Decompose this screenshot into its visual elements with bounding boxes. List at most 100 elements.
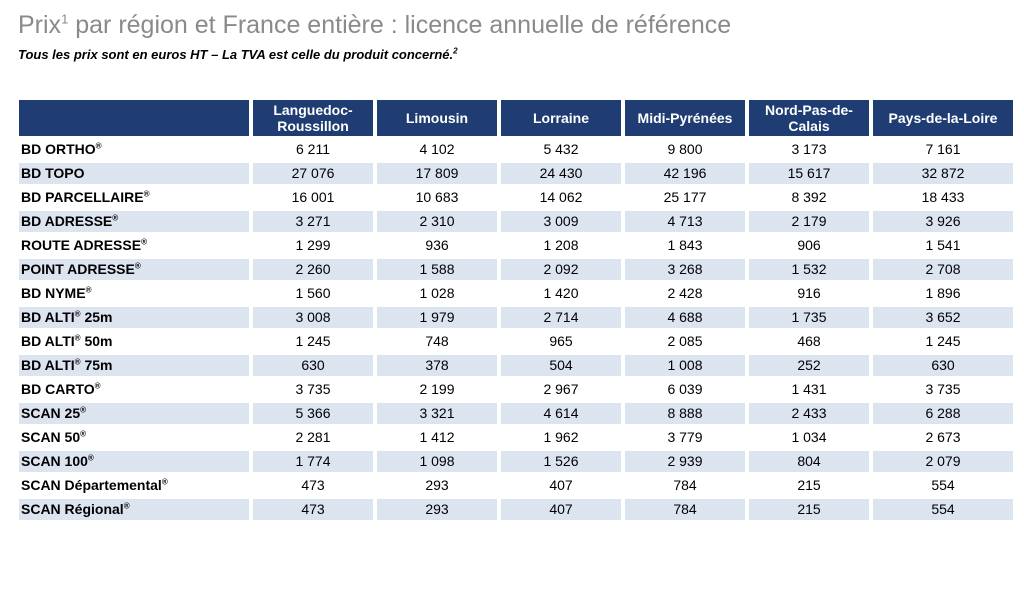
- row-label: BD ADRESSE®: [19, 211, 249, 232]
- price-cell: 554: [873, 499, 1013, 520]
- registered-mark: ®: [143, 189, 150, 199]
- row-label: POINT ADRESSE®: [19, 259, 249, 280]
- price-cell: 4 713: [625, 211, 745, 232]
- table-row: BD NYME® 1 560 1 028 1 420 2 428 916 1 896: [19, 283, 1013, 304]
- price-cell: 1 979: [377, 307, 497, 328]
- price-cell: 16 001: [291, 189, 335, 205]
- price-cell: 2 967: [543, 381, 579, 397]
- price-cell: 4 614: [501, 403, 621, 424]
- registered-mark: ®: [80, 405, 87, 415]
- row-label: SCAN 25®: [19, 403, 249, 424]
- price-cell: 1 774: [253, 451, 373, 472]
- price-cell: 3 779: [667, 429, 703, 445]
- price-cell: 1 526: [501, 451, 621, 472]
- registered-mark: ®: [112, 213, 119, 223]
- price-cell: 25 177: [663, 189, 707, 205]
- page-title: Prix1 par région et France entière : lic…: [18, 10, 731, 40]
- title-footnote-mark: 1: [61, 11, 69, 27]
- price-cell: 378: [377, 355, 497, 376]
- table-row: POINT ADRESSE® 2 260 1 588 2 092 3 268 1 532 2…: [19, 259, 1013, 280]
- price-cell: 6 039: [667, 381, 703, 397]
- price-table: Languedoc-Roussillon Limousin Lorraine M…: [15, 97, 1017, 523]
- registered-mark: ®: [94, 381, 101, 391]
- registered-mark: ®: [74, 333, 81, 343]
- product-name: SCAN Régional: [21, 501, 124, 517]
- price-cell: 3 173: [791, 141, 827, 157]
- price-cell: 3 926: [873, 211, 1013, 232]
- price-cell: 1 560: [295, 285, 331, 301]
- table-row: BD ADRESSE® 3 271 2 310 3 009 4 713 2 179 3 92…: [19, 211, 1013, 232]
- price-cell: 2 085: [667, 333, 703, 349]
- registered-mark: ®: [74, 357, 81, 367]
- price-cell: 24 430: [501, 163, 621, 184]
- price-cell: 3 271: [253, 211, 373, 232]
- price-cell: 6 288: [873, 403, 1013, 424]
- price-cell: 5 366: [253, 403, 373, 424]
- row-label: BD ALTI® 75m: [19, 355, 249, 376]
- price-cell: 1 098: [377, 451, 497, 472]
- column-header-lorraine: Lorraine: [501, 100, 621, 136]
- registered-mark: ®: [141, 237, 147, 247]
- table-row: ROUTE ADRESSE® 1 299 936 1 208 1 843 906 1 541: [19, 235, 1013, 256]
- price-cell: 1 735: [749, 307, 869, 328]
- row-label: BD CARTO®: [19, 379, 249, 400]
- price-cell: 3 735: [925, 381, 961, 397]
- table-row: SCAN Départemental® 473 293 407 784 215 554: [19, 475, 1013, 496]
- column-header-midi-pyrenees: Midi-Pyrénées: [625, 100, 745, 136]
- price-cell: 3 268: [625, 259, 745, 280]
- price-cell: 1 896: [925, 285, 961, 301]
- price-cell: 2 079: [873, 451, 1013, 472]
- product-name: SCAN 100: [21, 453, 88, 469]
- price-cell: 630: [253, 355, 373, 376]
- product-resolution: 25m: [80, 309, 113, 325]
- price-cell: 1 412: [419, 429, 455, 445]
- price-cell: 1 299: [295, 237, 331, 253]
- table-row: BD CARTO® 3 735 2 199 2 967 6 039 1 431 3 735: [19, 379, 1013, 400]
- price-cell: 3 009: [501, 211, 621, 232]
- price-cell: 27 076: [253, 163, 373, 184]
- row-label: SCAN 100®: [19, 451, 249, 472]
- price-cell: 2 939: [625, 451, 745, 472]
- price-cell: 3 008: [253, 307, 373, 328]
- price-cell: 1 028: [419, 285, 455, 301]
- price-cell: 293: [425, 477, 449, 493]
- price-cell: 1 541: [925, 237, 961, 253]
- product-name: ROUTE ADRESSE: [21, 237, 142, 253]
- row-label: SCAN Départemental®: [19, 475, 249, 496]
- registered-mark: ®: [85, 285, 92, 295]
- price-cell: 215: [749, 499, 869, 520]
- row-label: SCAN 50®: [19, 427, 249, 448]
- header-corner-cell: [19, 100, 249, 136]
- price-cell: 8 392: [791, 189, 827, 205]
- price-cell: 1 008: [625, 355, 745, 376]
- price-cell: 2 433: [749, 403, 869, 424]
- product-name: SCAN 50: [21, 429, 81, 445]
- table-row: BD PARCELLAIRE® 16 001 10 683 14 062 25 177 8…: [19, 187, 1013, 208]
- product-name: BD ORTHO: [21, 141, 96, 157]
- price-cell: 784: [625, 499, 745, 520]
- price-cell: 3 735: [295, 381, 331, 397]
- table-row: BD ALTI® 50m 1 245 748 965 2 085 468 1 245: [19, 331, 1013, 352]
- price-cell: 4 688: [625, 307, 745, 328]
- product-name: BD ALTI: [21, 333, 75, 349]
- price-cell: 2 673: [925, 429, 961, 445]
- price-cell: 1 208: [543, 237, 579, 253]
- product-name: BD CARTO: [21, 381, 95, 397]
- product-resolution: 50m: [80, 333, 113, 349]
- price-cell: 2 092: [501, 259, 621, 280]
- price-cell: 32 872: [873, 163, 1013, 184]
- price-cell: 9 800: [667, 141, 703, 157]
- table-row: SCAN Régional® 473 293 407 784 215 554: [19, 499, 1013, 520]
- price-cell: 916: [797, 285, 821, 301]
- product-name: SCAN 25: [21, 405, 81, 421]
- price-cell: 2 281: [295, 429, 331, 445]
- table-row: SCAN 100® 1 774 1 098 1 526 2 939 804 2 079: [19, 451, 1013, 472]
- price-cell: 1 034: [791, 429, 827, 445]
- product-name: SCAN Départemental: [21, 477, 162, 493]
- price-cell: 15 617: [749, 163, 869, 184]
- registered-mark: ®: [123, 501, 130, 511]
- row-label: BD NYME®: [19, 283, 249, 304]
- price-cell: 2 714: [501, 307, 621, 328]
- title-main: Prix: [18, 11, 62, 39]
- price-cell: 1 532: [749, 259, 869, 280]
